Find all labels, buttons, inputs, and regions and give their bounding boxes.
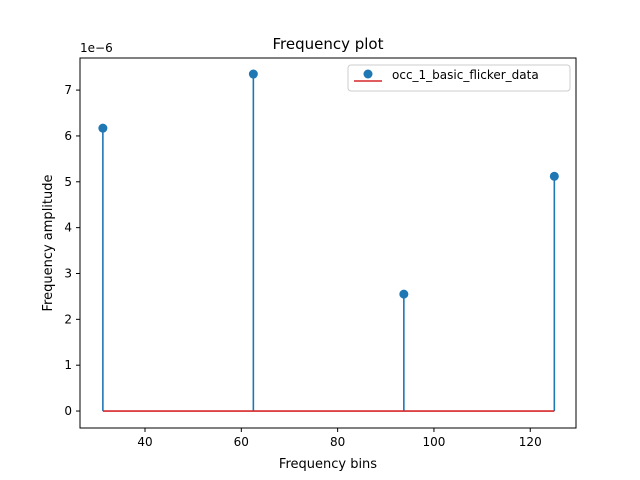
axes-frame <box>79 57 577 429</box>
y-tick-label-7: 7 <box>64 83 72 97</box>
legend-box <box>347 64 571 92</box>
y-tick-label-5: 5 <box>64 175 72 189</box>
plot-area: 40 60 80 100 120 0 1 2 3 4 5 6 7 <box>64 69 559 449</box>
y-tick-label-6: 6 <box>64 129 72 143</box>
y-offset-label: 1e−6 <box>80 41 113 55</box>
stem-marker-3 <box>549 171 559 181</box>
stem-marker-0 <box>98 123 108 133</box>
x-tick-label-0: 40 <box>137 435 152 449</box>
x-tick-label-3: 100 <box>422 435 445 449</box>
stem-marker-1 <box>248 69 258 79</box>
legend-label: occ_1_basic_flicker_data <box>392 68 539 82</box>
y-tick-label-2: 2 <box>64 312 72 326</box>
y-tick-label-0: 0 <box>64 404 72 418</box>
y-tick-label-4: 4 <box>64 221 72 235</box>
x-axis-label: Frequency bins <box>279 457 377 472</box>
y-tick-label-1: 1 <box>64 358 72 372</box>
stem-marker-2 <box>399 289 409 299</box>
legend: occ_1_basic_flicker_data <box>347 64 571 92</box>
y-tick-label-3: 3 <box>64 266 72 280</box>
y-axis-label: Frequency amplitude <box>41 175 56 312</box>
chart-title: Frequency plot <box>272 35 383 53</box>
legend-marker <box>363 69 373 79</box>
x-tick-label-4: 120 <box>519 435 542 449</box>
x-tick-label-1: 60 <box>234 435 249 449</box>
x-tick-label-2: 80 <box>330 435 345 449</box>
